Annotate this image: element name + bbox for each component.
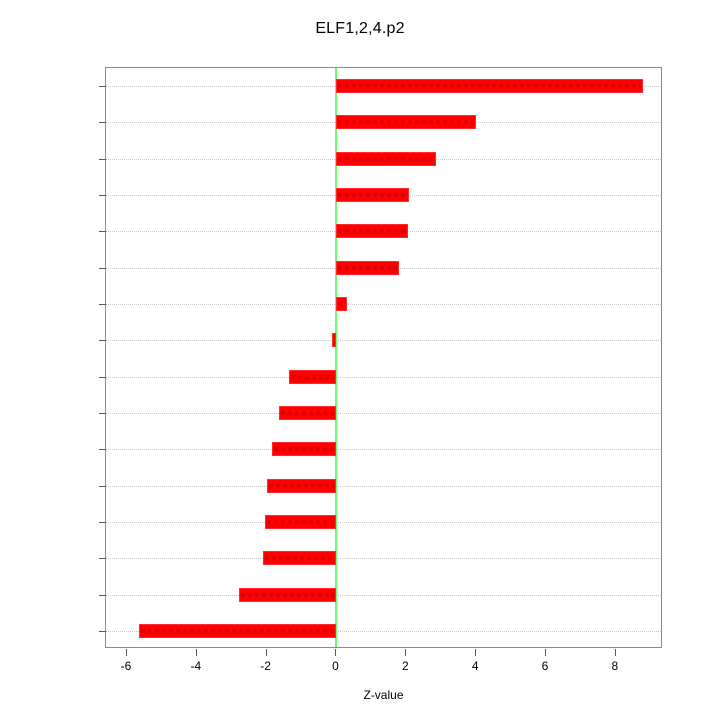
gridline [106,376,661,378]
bar [336,115,477,130]
bar-hatch [280,410,335,415]
y-axis-tick [99,231,106,233]
plot-area [99,67,662,648]
plot-inner [106,68,661,647]
bar [266,478,337,493]
bar-hatch [338,156,435,161]
bar [288,369,337,384]
y-axis-tick [99,122,106,124]
x-axis-tick-label: 2 [401,659,409,673]
y-axis-tick [99,86,106,88]
x-axis-tick [614,649,616,656]
gridline [106,412,661,414]
bar-hatch [338,229,407,234]
bar-hatch [268,483,335,488]
bar [336,79,643,94]
y-axis-tick [99,340,106,342]
gridline [106,485,661,487]
y-axis-tick [99,267,106,269]
y-axis-tick [99,558,106,560]
bar [336,260,400,275]
bar-hatch [240,592,335,597]
x-axis-tick-label: 8 [611,659,619,673]
bar [332,333,337,348]
bar-hatch [266,519,335,524]
y-axis-tick [99,594,106,596]
y-axis-tick [99,195,106,197]
bar-hatch [338,265,398,270]
x-axis-tick-label: 6 [541,659,549,673]
x-axis-tick [475,649,477,656]
zero-reference-line [335,68,338,647]
gridline [106,340,661,342]
bar-hatch [338,120,475,125]
bar [336,151,437,166]
x-axis-tick [335,649,337,656]
x-axis-tick [545,649,546,656]
x-axis-tick [265,649,267,656]
bar [264,514,337,529]
x-axis-tick-label: -2 [260,659,271,673]
gridline [106,521,661,523]
x-axis: -6 -4 -2 0 2 4 6 8 [105,649,662,689]
y-axis-tick [99,485,106,487]
bar-hatch [338,302,345,307]
y-axis-tick [99,412,106,414]
page-title: ELF1,2,4.p2 [315,20,405,37]
x-axis-tick [195,649,197,656]
x-axis-tick-label: -4 [190,659,202,673]
x-axis-tick-label: 4 [471,659,479,673]
x-axis-tick [125,649,127,656]
gridline [106,594,661,596]
y-axis-tick [99,158,106,160]
bar-hatch [338,193,408,198]
bar-hatch [290,374,335,379]
gridline [106,449,661,451]
bar [262,551,337,566]
bar-hatch [273,447,335,452]
gridline [106,630,661,632]
bar [278,405,337,420]
bar-hatch [140,628,335,633]
y-axis-tick [99,376,106,378]
y-axis-tick [99,449,106,451]
x-axis-tick-label: -6 [120,659,132,673]
bar [336,297,347,312]
bar [336,224,409,239]
bar [271,442,337,457]
x-axis-tick [405,649,407,656]
gridline [106,304,661,306]
gridline [106,558,661,560]
y-axis-tick [99,630,106,632]
bar [238,587,337,602]
bar [138,623,337,638]
y-axis-tick [99,304,106,306]
x-axis-title: Z-value [363,688,404,702]
bar [336,188,410,203]
bar-hatch [338,84,641,89]
y-axis-tick [99,521,106,523]
x-axis-tick-label: 0 [332,659,339,673]
bar-hatch [264,556,335,561]
